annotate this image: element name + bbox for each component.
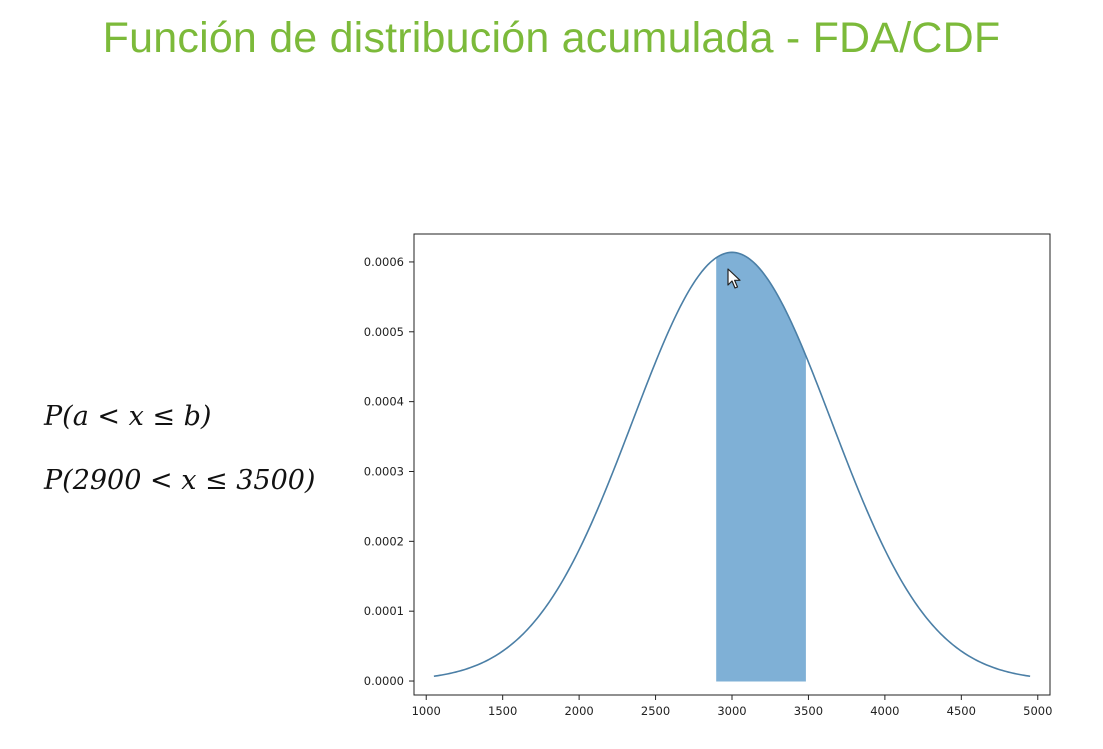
x-tick-label: 2000 xyxy=(564,704,593,718)
slide-title: Función de distribución acumulada - FDA/… xyxy=(102,14,1001,62)
y-tick-label: 0.0006 xyxy=(364,255,404,269)
x-tick-label: 1000 xyxy=(412,704,441,718)
formula-specific: P(2900 < x ≤ 3500) xyxy=(44,465,316,496)
x-tick-label: 4500 xyxy=(947,704,976,718)
y-tick-label: 0.0001 xyxy=(364,604,404,618)
x-tick-label: 2500 xyxy=(641,704,670,718)
shaded-area xyxy=(716,251,806,682)
y-tick-label: 0.0002 xyxy=(364,534,404,548)
y-axis: 0.0000 0.0001 0.0002 0.0003 0.0004 0.0005 0.00… xyxy=(364,255,414,688)
y-tick-label: 0.0004 xyxy=(364,395,404,409)
x-axis: 1000 1500 2000 2500 3000 3500 4000 4500 5000 xyxy=(412,695,1052,718)
density-curve xyxy=(433,251,1031,678)
y-tick-label: 0.0005 xyxy=(364,325,404,339)
mouse-cursor-icon xyxy=(727,268,741,289)
formula-general: P(a < x ≤ b) xyxy=(44,401,212,432)
x-tick-label: 4000 xyxy=(870,704,899,718)
x-tick-label: 3500 xyxy=(794,704,823,718)
y-tick-label: 0.0000 xyxy=(364,674,404,688)
x-tick-label: 3000 xyxy=(717,704,746,718)
y-tick-label: 0.0003 xyxy=(364,464,404,478)
x-tick-label: 1500 xyxy=(488,704,517,718)
x-tick-label: 5000 xyxy=(1023,704,1052,718)
